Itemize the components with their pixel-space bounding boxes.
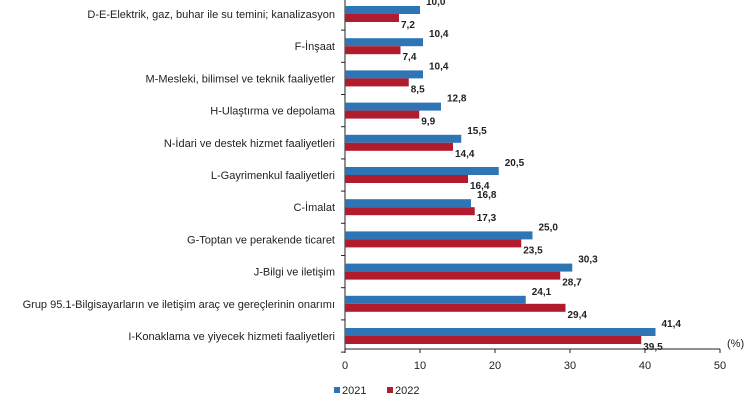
bar-2022 [345,303,566,312]
data-label-2021: 30,3 [578,255,598,266]
bar-2021 [345,231,533,240]
data-label-2022: 7,2 [401,20,415,31]
data-label-2022: 39,5 [643,342,663,353]
category-label: H-Ulaştırma ve depolama [210,106,336,118]
data-label-2022: 16,4 [470,181,490,192]
data-label-2021: 10,4 [429,61,449,72]
bar-2021 [345,38,423,47]
data-label-2021: 41,4 [662,319,682,330]
data-label-2022: 9,9 [421,117,435,128]
x-tick-label: 30 [564,360,576,372]
bar-2022 [345,175,468,183]
bar-2021 [345,167,499,175]
data-label-2022: 28,7 [562,278,582,289]
data-label-2022: 17,3 [477,213,497,224]
data-label-2021: 16,8 [477,190,497,201]
x-tick-label: 20 [489,360,501,372]
bar-2022 [345,271,561,280]
x-tick-label: 0 [342,360,348,372]
data-label-2021: 24,1 [532,287,552,298]
bar-2022 [345,142,453,151]
bar-2021 [345,6,420,14]
x-axis-label: (%) [727,338,744,350]
bar-2022 [345,207,475,216]
bar-2021 [345,295,526,304]
category-label: M-Mesleki, bilimsel ve teknik faaliyetle… [146,73,336,85]
bar-2022 [345,336,642,344]
data-label-2021: 10,4 [429,29,449,40]
bar-2022 [345,14,399,22]
data-label-2022: 29,4 [568,310,588,321]
data-label-2021: 12,8 [447,94,467,105]
category-label: J-Bilgi ve iletişim [254,267,335,279]
bar-2021 [345,263,573,272]
category-label: N-İdari ve destek hizmet faaliyetleri [164,137,335,150]
data-label-2021: 20,5 [505,158,525,169]
bar-2021 [345,134,462,143]
legend-label-2021: 2021 [342,385,366,397]
data-label-2021: 25,0 [539,222,559,233]
category-label: F-İnşaat [295,40,335,53]
legend-label-2022: 2022 [395,385,419,397]
x-tick-label: 40 [639,360,651,372]
category-label: G-Toptan ve perakende ticaret [187,234,335,246]
x-tick-label: 10 [414,360,426,372]
x-tick-label: 50 [714,360,726,372]
data-label-2022: 14,4 [455,149,475,160]
data-label-2022: 8,5 [411,84,425,95]
bar-2022 [345,46,401,55]
category-label: Grup 95.1-Bilgisayarların ve iletişim ar… [23,299,335,311]
data-label-2022: 23,5 [523,245,543,256]
legend-swatch-2021 [334,387,340,393]
bar-2021 [345,328,656,336]
bar-2022 [345,239,522,248]
category-label: C-İmalat [293,201,335,214]
bar-2021 [345,102,441,111]
bar-2021 [345,70,423,79]
category-label: D-E-Elektrik, gaz, buhar ile su temini; … [87,9,335,21]
bar-2022 [345,110,420,119]
data-label-2022: 7,4 [403,52,417,63]
bar-2022 [345,78,409,87]
category-label: I-Konaklama ve yiyecek hizmeti faaliyetl… [128,331,335,343]
data-label-2021: 10,0 [426,0,446,8]
category-label: L-Gayrimenkul faaliyetleri [211,170,335,182]
legend-swatch-2022 [387,387,393,393]
bar-2021 [345,199,471,208]
data-label-2021: 15,5 [467,126,487,137]
